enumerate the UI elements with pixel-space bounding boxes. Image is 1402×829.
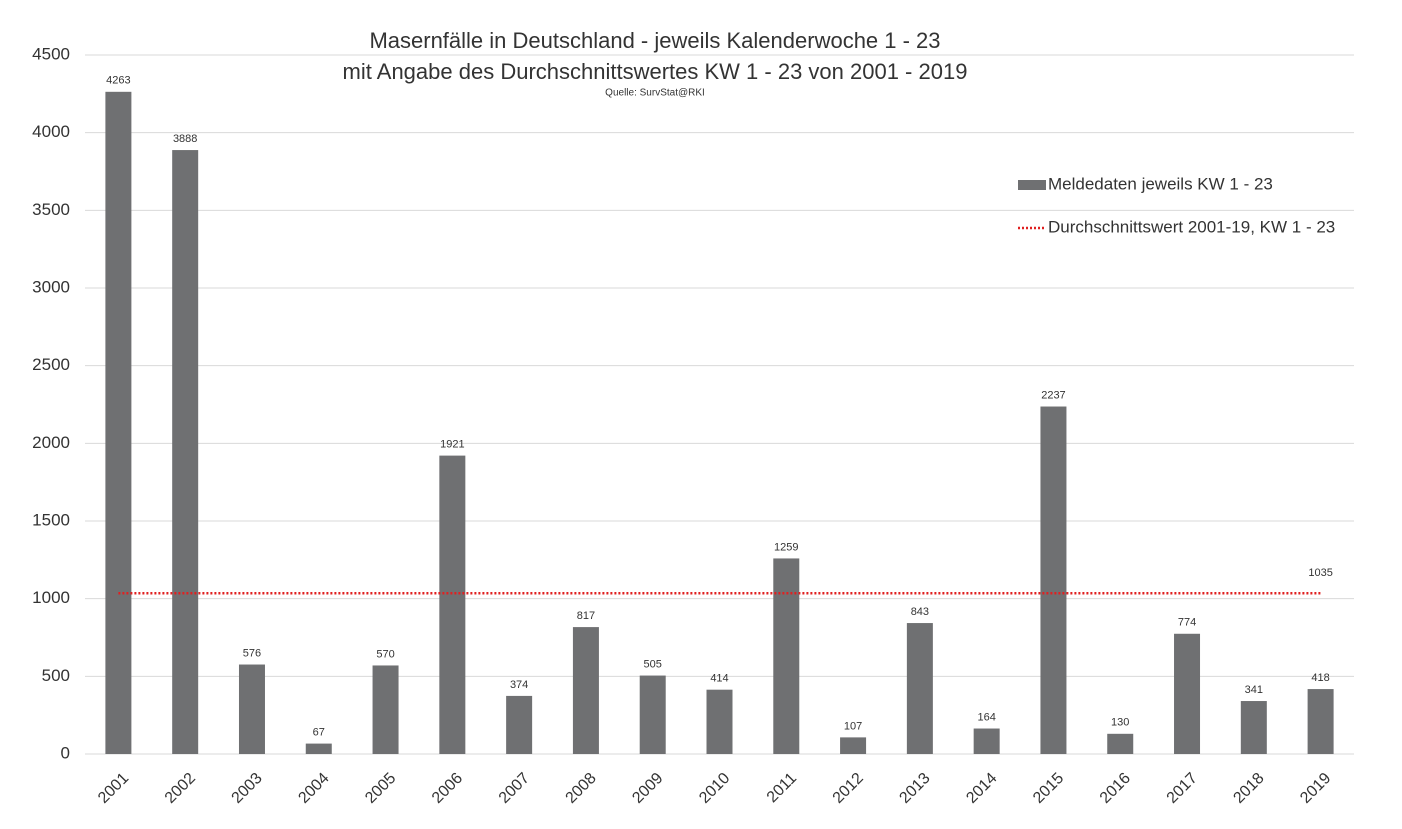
bar <box>506 695 533 754</box>
x-tick-label: 2008 <box>563 770 600 807</box>
bar <box>840 737 867 754</box>
data-label: 2237 <box>1041 389 1065 401</box>
data-label: 374 <box>510 679 528 691</box>
y-tick-label: 3000 <box>32 277 70 296</box>
bar <box>639 675 666 754</box>
bar <box>773 558 800 754</box>
data-label: 3888 <box>173 133 197 145</box>
data-label: 817 <box>577 610 595 622</box>
bar <box>1107 733 1134 754</box>
x-tick-label: 2006 <box>429 770 466 807</box>
x-tick-label: 2002 <box>162 770 199 807</box>
legend-label: Durchschnittswert 2001-19, KW 1 - 23 <box>1048 217 1335 236</box>
x-tick-label: 2007 <box>496 770 533 807</box>
bar <box>706 689 733 754</box>
x-tick-label: 2004 <box>295 770 332 807</box>
bar <box>906 623 933 754</box>
x-tick-label: 2016 <box>1097 770 1134 807</box>
x-tick-label: 2014 <box>963 770 1000 807</box>
x-tick-label: 2019 <box>1297 770 1334 807</box>
bar <box>172 150 199 755</box>
legend-swatch <box>1018 180 1046 190</box>
bar <box>105 91 132 754</box>
data-label: 576 <box>243 647 261 659</box>
chart-title: Masernfälle in Deutschland - jeweils Kal… <box>369 28 940 53</box>
bar <box>572 627 599 754</box>
bar <box>973 728 1000 754</box>
bar <box>1307 689 1334 754</box>
data-label: 418 <box>1311 672 1329 684</box>
legend-label: Meldedaten jeweils KW 1 - 23 <box>1048 174 1273 193</box>
average-label: 1035 <box>1308 567 1332 579</box>
x-tick-label: 2003 <box>229 770 266 807</box>
data-label: 164 <box>977 711 995 723</box>
bar <box>1040 406 1067 754</box>
x-tick-label: 2009 <box>629 770 666 807</box>
x-tick-label: 2010 <box>696 770 733 807</box>
y-tick-label: 4000 <box>32 122 70 141</box>
y-tick-label: 4500 <box>32 44 70 63</box>
x-tick-label: 2001 <box>95 770 132 807</box>
x-tick-label: 2012 <box>830 770 867 807</box>
chart-source: Quelle: SurvStat@RKI <box>605 88 705 99</box>
y-tick-label: 500 <box>42 666 70 685</box>
data-label: 107 <box>844 720 862 732</box>
data-label: 774 <box>1178 617 1196 629</box>
data-label: 4263 <box>106 75 130 87</box>
y-tick-label: 1000 <box>32 588 70 607</box>
bar <box>1240 701 1267 754</box>
data-label: 1921 <box>440 439 464 451</box>
bar <box>238 664 265 754</box>
x-tick-label: 2011 <box>764 770 800 806</box>
x-tick-label: 2015 <box>1030 770 1067 807</box>
data-label: 1259 <box>774 541 798 553</box>
data-label: 414 <box>710 673 728 685</box>
x-tick-label: 2017 <box>1164 770 1201 807</box>
y-tick-label: 2000 <box>32 433 70 452</box>
x-tick-label: 2018 <box>1230 770 1267 807</box>
data-label: 341 <box>1245 684 1263 696</box>
y-tick-label: 0 <box>61 743 70 762</box>
chart-subtitle: mit Angabe des Durchschnittswertes KW 1 … <box>343 59 968 84</box>
data-label: 570 <box>376 648 394 660</box>
data-label: 843 <box>911 606 929 618</box>
y-tick-label: 2500 <box>32 355 70 374</box>
bar <box>439 455 466 754</box>
y-tick-label: 1500 <box>32 510 70 529</box>
x-tick-label: 2013 <box>896 770 933 807</box>
bar <box>372 665 399 754</box>
x-tick-label: 2005 <box>362 770 399 807</box>
data-label: 505 <box>644 658 662 670</box>
data-label: 130 <box>1111 717 1129 729</box>
y-tick-label: 3500 <box>32 200 70 219</box>
data-label: 67 <box>313 726 325 738</box>
bar <box>305 743 332 754</box>
bar <box>1174 633 1201 754</box>
